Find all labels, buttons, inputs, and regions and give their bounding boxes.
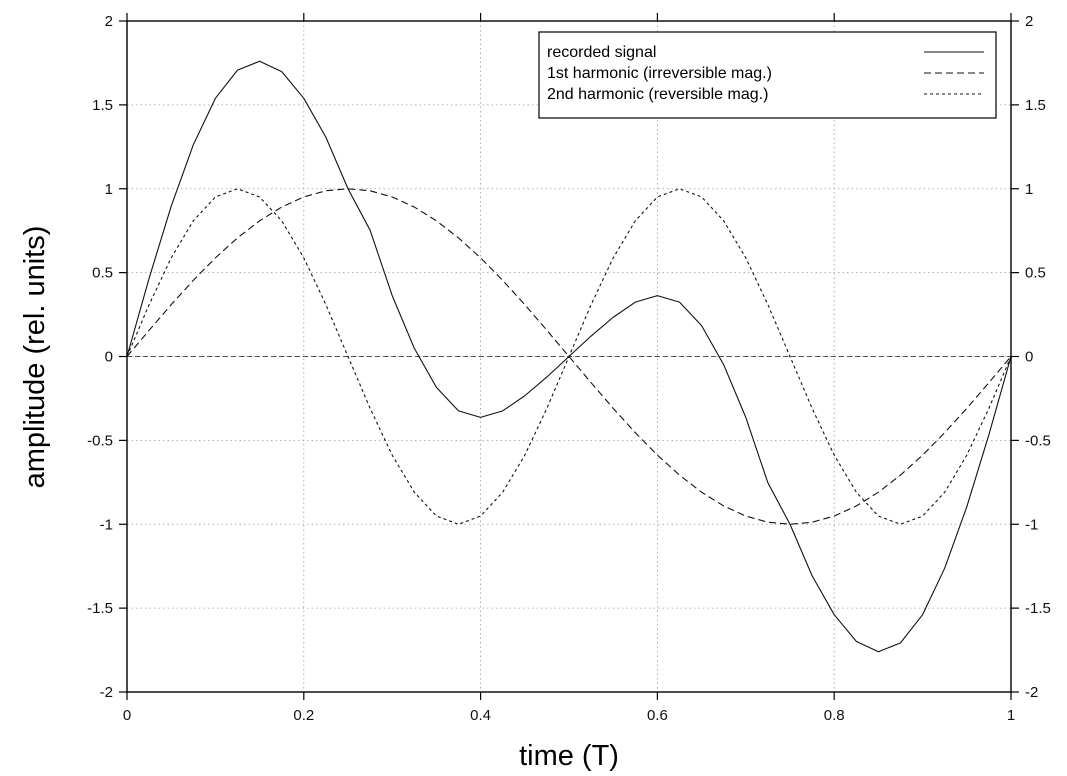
- legend: recorded signal 1st harmonic (irreversibl…: [538, 31, 997, 119]
- x-tick-label: 1: [1007, 707, 1015, 724]
- y-tick-label: 2: [105, 13, 113, 30]
- x-tick-label: 0.4: [470, 707, 491, 724]
- y-tick-label: -1: [100, 516, 113, 533]
- y2-tick-label: -1.5: [1025, 600, 1051, 617]
- legend-entry-label: 2nd harmonic (reversible mag.): [547, 86, 768, 103]
- y2-tick-label: 0: [1025, 349, 1033, 366]
- y2-tick-label: 0.5: [1025, 265, 1046, 282]
- y-tick-label: -1.5: [87, 600, 113, 617]
- series-layer: [126, 60, 1012, 653]
- x-axis-title: time (T): [519, 740, 619, 772]
- x-tick-label: 0.6: [647, 707, 668, 724]
- x-tick-label: 0.8: [824, 707, 845, 724]
- y2-tick-label: -1: [1025, 516, 1038, 533]
- series-1st-harmonic-line: [126, 188, 1012, 525]
- y2-tick-label: -2: [1025, 684, 1038, 701]
- y-tick-label: 1.5: [92, 97, 113, 114]
- y-axis-title: amplitude (rel. units): [19, 226, 51, 489]
- y-tick-label: -0.5: [87, 432, 113, 449]
- axis-ticks: 0 0.2 0.4 0.6 0.8 1 -2 -2 -1.5 -1.5 -1 -1 -0.5 -0.5 0 0…: [87, 13, 1051, 724]
- series-2nd-harmonic-line: [126, 188, 1012, 525]
- y2-tick-label: -0.5: [1025, 432, 1051, 449]
- x-tick-label: 0.2: [293, 707, 314, 724]
- x-tick-label: 0: [123, 707, 131, 724]
- y2-tick-label: 2: [1025, 13, 1033, 30]
- legend-box: [538, 31, 997, 119]
- y-tick-label: 0.5: [92, 265, 113, 282]
- y-tick-label: 1: [105, 181, 113, 198]
- legend-entry-label: 1st harmonic (irreversible mag.): [547, 65, 772, 82]
- y2-tick-label: 1.5: [1025, 97, 1046, 114]
- y2-tick-label: 1: [1025, 181, 1033, 198]
- legend-entry-label: recorded signal: [547, 44, 656, 61]
- y-tick-label: -2: [100, 684, 113, 701]
- y-tick-label: 0: [105, 349, 113, 366]
